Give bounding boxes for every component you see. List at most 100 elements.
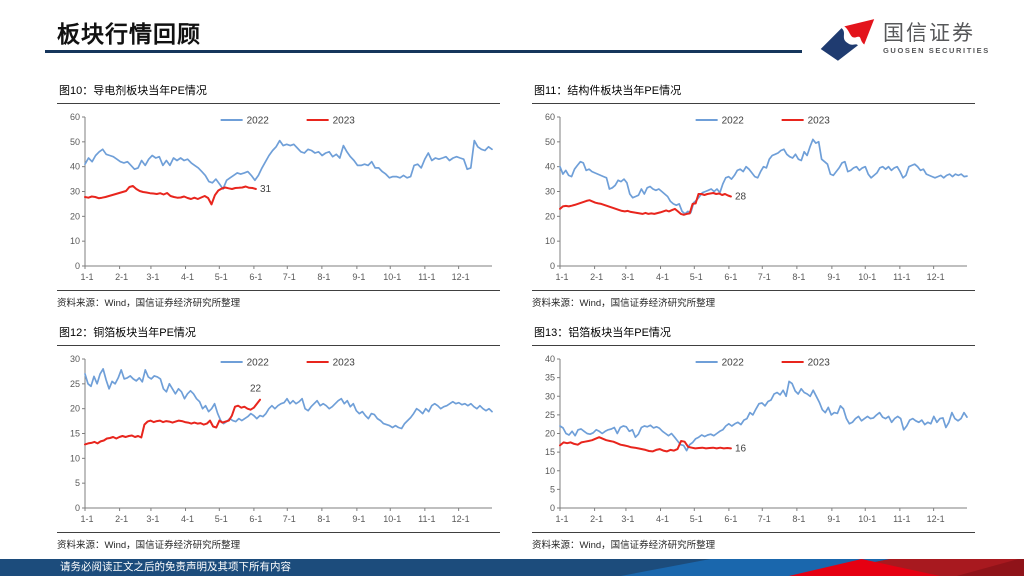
legend-label-2022: 2022: [722, 116, 745, 127]
x-tick-label: 11-1: [893, 514, 910, 524]
figure-title: 图10：导电剂板块当年PE情况: [57, 82, 500, 104]
x-tick-label: 3-1: [621, 514, 634, 524]
x-tick-label: 1-1: [555, 272, 568, 282]
x-tick-label: 10-1: [383, 272, 401, 282]
x-tick-label: 9-1: [827, 514, 840, 524]
footer-bar: 请务必阅读正文之后的免责声明及其项下所有内容: [0, 559, 1024, 576]
y-tick-label: 20: [545, 429, 555, 439]
x-tick-label: 8-1: [317, 272, 330, 282]
figure-source: 资料来源：Wind，国信证券经济研究所整理: [532, 290, 975, 309]
x-tick-label: 6-1: [249, 514, 262, 524]
pe-line-chart: 0 10 20 30 40 50 60 1-1 2-1 3-1 4-1 5-1 6-1 7-1 8-1 9-1…: [57, 105, 500, 290]
x-tick-label: 5-1: [215, 514, 228, 524]
y-tick-label: 0: [75, 261, 80, 271]
end-data-label: 28: [735, 191, 747, 202]
y-tick-label: 50: [70, 137, 80, 147]
series-2023: [84, 398, 261, 446]
x-tick-label: 1-1: [80, 514, 93, 524]
figure-source: 资料来源：Wind，国信证券经济研究所整理: [57, 532, 500, 551]
x-tick-label: 3-1: [146, 272, 159, 282]
series-2023: [84, 185, 257, 206]
x-tick-label: 12-1: [452, 514, 470, 524]
y-tick-label: 40: [545, 354, 555, 364]
x-tick-label: 11-1: [893, 272, 910, 282]
x-tick-label: 6-1: [724, 272, 737, 282]
x-tick-label: 3-1: [621, 272, 634, 282]
legend-label-2023: 2023: [808, 358, 831, 369]
y-tick-label: 10: [545, 466, 555, 476]
y-tick-label: 5: [75, 478, 80, 488]
x-tick-label: 1-1: [555, 514, 568, 524]
x-tick-label: 7-1: [283, 514, 296, 524]
figure-title: 图11：结构件板块当年PE情况: [532, 82, 975, 104]
series-2022: [84, 368, 493, 430]
legend-label-2023: 2023: [808, 116, 831, 127]
x-tick-label: 5-1: [690, 272, 703, 282]
y-tick-label: 20: [545, 211, 555, 221]
x-tick-label: 8-1: [792, 514, 805, 524]
title-underline: [45, 50, 802, 53]
y-tick-label: 50: [545, 137, 555, 147]
x-tick-label: 4-1: [181, 272, 194, 282]
logo-company-subtitle: GUOSEN SECURITIES: [883, 46, 990, 56]
chart-svg: 0 5 10 15 20 25 30 35 40 1-1 2-1 3-1 4-1 5-1 6-1 7-1 8-1…: [545, 354, 968, 524]
figure-source: 资料来源：Wind，国信证券经济研究所整理: [57, 290, 500, 309]
legend-label-2022: 2022: [722, 358, 745, 369]
figure-title: 图13：铝箔板块当年PE情况: [532, 324, 975, 346]
x-tick-label: 7-1: [758, 514, 771, 524]
legend-label-2022: 2022: [247, 358, 270, 369]
y-tick-label: 60: [545, 112, 555, 122]
y-tick-label: 5: [550, 484, 555, 494]
y-tick-label: 30: [70, 187, 80, 197]
x-tick-label: 12-1: [452, 272, 470, 282]
y-tick-label: 15: [545, 447, 555, 457]
series-2022: [84, 139, 493, 190]
page-title: 板块行情回顾: [57, 21, 201, 47]
x-tick-label: 6-1: [724, 514, 737, 524]
x-tick-label: 10-1: [858, 272, 876, 282]
legend-label-2023: 2023: [333, 116, 356, 127]
y-tick-label: 20: [70, 211, 80, 221]
pe-line-chart: 0 5 10 15 20 25 30 1-1 2-1 3-1 4-1 5-1 6-1 7-1 8-1 9-1 1…: [57, 347, 500, 532]
y-tick-label: 25: [70, 379, 80, 389]
x-tick-label: 6-1: [249, 272, 262, 282]
x-tick-label: 11-1: [418, 272, 435, 282]
x-tick-label: 7-1: [283, 272, 296, 282]
y-tick-label: 10: [70, 236, 80, 246]
figure-panel-11: 图11：结构件板块当年PE情况 0 10 20 30 40 50 60 1-1 2-1 3-1 4-…: [532, 82, 975, 309]
x-tick-label: 5-1: [215, 272, 228, 282]
x-tick-label: 2-1: [590, 272, 603, 282]
y-tick-label: 30: [545, 391, 555, 401]
chart-svg: 0 5 10 15 20 25 30 1-1 2-1 3-1 4-1 5-1 6-1 7-1 8-1 9-1 1…: [70, 354, 493, 524]
series-2022: [559, 380, 968, 452]
chart-svg: 0 10 20 30 40 50 60 1-1 2-1 3-1 4-1 5-1 6-1 7-1 8-1 9-1…: [70, 112, 493, 282]
series-2023: [559, 436, 732, 453]
y-tick-label: 20: [70, 404, 80, 414]
y-tick-label: 0: [75, 503, 80, 513]
x-tick-label: 4-1: [656, 514, 669, 524]
x-tick-label: 2-1: [115, 272, 128, 282]
y-tick-label: 35: [545, 373, 555, 383]
end-data-label: 16: [735, 443, 747, 454]
y-tick-label: 10: [70, 453, 80, 463]
legend-label-2023: 2023: [333, 358, 356, 369]
x-tick-label: 4-1: [656, 272, 669, 282]
x-tick-label: 11-1: [418, 514, 435, 524]
x-tick-label: 4-1: [181, 514, 194, 524]
x-tick-label: 12-1: [927, 272, 945, 282]
x-tick-label: 5-1: [690, 514, 703, 524]
x-tick-label: 9-1: [352, 514, 365, 524]
end-data-label: 31: [260, 184, 272, 195]
x-tick-label: 8-1: [792, 272, 805, 282]
x-tick-label: 2-1: [115, 514, 128, 524]
x-tick-label: 1-1: [80, 272, 93, 282]
logo-company-name: 国信证券: [883, 22, 975, 46]
figure-panel-10: 图10：导电剂板块当年PE情况 0 10 20 30 40 50 60 1-1 2-1 3-1 4-…: [57, 82, 500, 309]
x-tick-label: 12-1: [927, 514, 945, 524]
footer-decoration: [464, 559, 1024, 576]
y-tick-label: 60: [70, 112, 80, 122]
x-tick-label: 2-1: [590, 514, 603, 524]
y-tick-label: 0: [550, 261, 555, 271]
y-tick-label: 30: [70, 354, 80, 364]
y-tick-label: 10: [545, 236, 555, 246]
